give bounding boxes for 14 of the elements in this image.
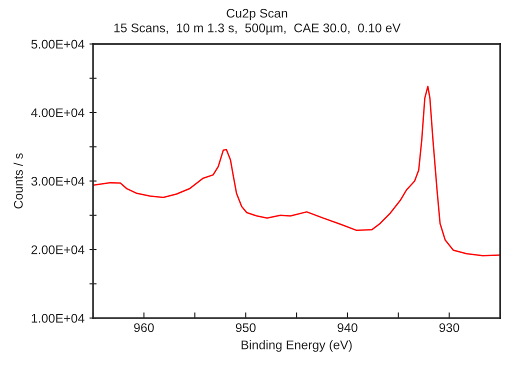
y-axis-title: Counts / s	[14, 153, 23, 209]
line-series	[93, 86, 500, 256]
y-tick-label: 3.00E+04	[31, 176, 84, 186]
x-tick-label: 940	[338, 323, 358, 332]
y-tick-label: 5.00E+04	[31, 40, 84, 49]
x-tick-label: 930	[439, 323, 460, 332]
y-tick-label: 1.00E+04	[32, 314, 84, 323]
x-tick-label: 950	[236, 323, 256, 332]
y-tick-label: 4.00E+04	[31, 108, 84, 118]
chart-title: Cu2p Scan	[226, 8, 288, 20]
chart-subtitle: 15 Scans, 10 m 1.3 s, 500µm, CAE 30.0, 0.10 eV	[114, 23, 401, 35]
x-tick-label: 960	[134, 323, 154, 332]
y-tick-label: 2.00E+04	[31, 245, 84, 254]
x-axis-title: Binding Energy (eV)	[242, 340, 352, 352]
